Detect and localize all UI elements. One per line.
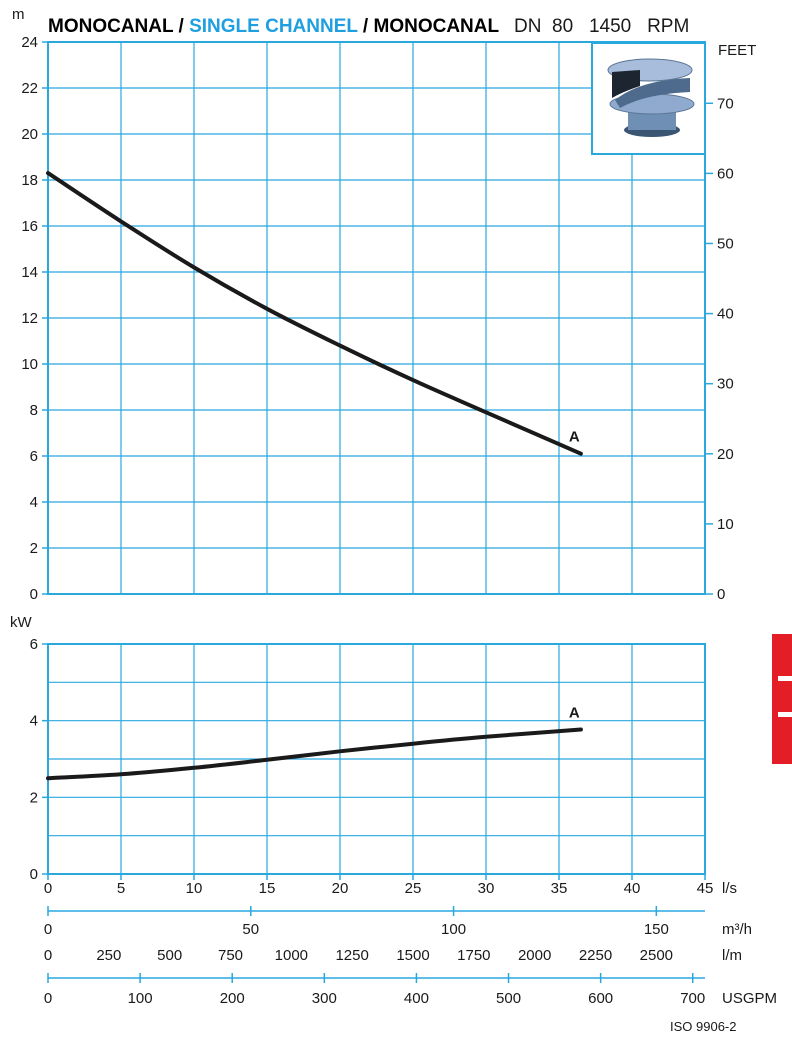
brand-tab-mark-2 <box>778 712 792 717</box>
head-tick-label: 20 <box>21 126 38 143</box>
feet-tick-label: 70 <box>717 95 734 112</box>
head-tick-label: 14 <box>21 264 38 281</box>
head-tick-label: 6 <box>30 448 38 465</box>
flow-tick-label: 100 <box>441 921 466 938</box>
flow-unit-label: l/s <box>722 880 737 897</box>
head-tick-label: 22 <box>21 80 38 97</box>
power-tick-label: 6 <box>30 636 38 653</box>
chart-model: DN 80 1450 RPM <box>514 16 689 37</box>
flow-tick-label: 200 <box>220 990 245 1007</box>
feet-tick-label: 20 <box>717 446 734 463</box>
feet-tick-label: 40 <box>717 306 734 323</box>
flow-tick-label: 30 <box>478 880 495 897</box>
flow-tick-label: 250 <box>96 947 121 964</box>
brand-tab-mark <box>778 676 792 681</box>
flow-tick-label: 35 <box>551 880 568 897</box>
head-tick-label: 8 <box>30 402 38 419</box>
flow-tick-label: 100 <box>128 990 153 1007</box>
flow-tick-label: 2500 <box>640 947 673 964</box>
standard-footer: ISO 9906-2 <box>670 1019 737 1034</box>
flow-tick-label: 750 <box>218 947 243 964</box>
head-tick-label: 24 <box>21 34 38 51</box>
title-part-3: / MONOCANAL <box>358 16 500 37</box>
flow-tick-label: 2000 <box>518 947 551 964</box>
chart-title: MONOCANAL / SINGLE CHANNEL / MONOCANAL <box>48 16 499 37</box>
head-tick-label: 16 <box>21 218 38 235</box>
power-curve-A <box>46 727 583 781</box>
flow-tick-label: 45 <box>697 880 714 897</box>
flow-tick-label: 20 <box>332 880 349 897</box>
flow-tick-label: 2250 <box>579 947 612 964</box>
head-curve-label: A <box>569 429 580 446</box>
title-part-2: SINGLE CHANNEL <box>189 16 358 37</box>
flow-tick-label: 600 <box>588 990 613 1007</box>
flow-tick-label: 1250 <box>335 947 368 964</box>
impeller-dark-channel <box>612 70 640 98</box>
flow-tick-label: 25 <box>405 880 422 897</box>
head-tick-label: 12 <box>21 310 38 327</box>
flow-tick-label: 1000 <box>275 947 308 964</box>
feet-tick-label: 0 <box>717 586 725 603</box>
flow-tick-label: 300 <box>312 990 337 1007</box>
head-tick-label: 0 <box>30 586 38 603</box>
power-tick-label: 4 <box>30 713 38 730</box>
flow-tick-label: 700 <box>680 990 705 1007</box>
flow-tick-label: 15 <box>259 880 276 897</box>
feet-tick-label: 10 <box>717 516 734 533</box>
feet-tick-label: 50 <box>717 235 734 252</box>
power-tick-label: 0 <box>30 866 38 883</box>
power-tick-labels: 0 2 4 6 <box>30 636 48 883</box>
impeller-hub <box>628 112 676 130</box>
head-curve-A <box>46 171 583 456</box>
flow-tick-label: 0 <box>44 880 52 897</box>
brand-tab <box>772 634 792 764</box>
flow-tick-label: 0 <box>44 990 52 1007</box>
head-tick-label: 18 <box>21 172 38 189</box>
flow-tick-label: 10 <box>186 880 203 897</box>
flow-tick-label: 5 <box>117 880 125 897</box>
head-tick-label: 10 <box>21 356 38 373</box>
head-tick-label: 4 <box>30 494 38 511</box>
flow-tick-label: 1500 <box>396 947 429 964</box>
power-unit-label: kW <box>10 614 33 631</box>
feet-tick-labels: 0 10 20 30 40 50 60 70 <box>705 95 734 603</box>
flow-tick-label: 40 <box>624 880 641 897</box>
head-curves: A <box>46 171 583 456</box>
flow-unit-label: USGPM <box>722 990 777 1007</box>
flow-unit-label: l/m <box>722 947 742 964</box>
impeller-vane <box>615 78 690 108</box>
impeller-image <box>591 42 706 155</box>
feet-tick-label: 30 <box>717 376 734 393</box>
flow-tick-label: 150 <box>644 921 669 938</box>
flow-tick-label: 400 <box>404 990 429 1007</box>
power-curve-label: A <box>569 704 580 721</box>
feet-tick-label: 60 <box>717 165 734 182</box>
flow-tick-label: 500 <box>496 990 521 1007</box>
feet-unit-label: FEET <box>718 42 756 59</box>
flow-tick-label: 50 <box>242 921 259 938</box>
title-part-1: MONOCANAL / <box>48 16 189 37</box>
flow-tick-label: 0 <box>44 947 52 964</box>
power-chart-grid <box>47 643 706 875</box>
flow-axes: 0 5 10 15 20 25 30 35 40 45 l/s 0 50 100 150 m³/h 0 250 50… <box>44 874 777 1007</box>
power-tick-label: 2 <box>30 789 38 806</box>
head-unit-label: m <box>12 6 25 23</box>
flow-unit-label: m³/h <box>722 921 752 938</box>
flow-tick-label: 1750 <box>457 947 490 964</box>
flow-tick-label: 0 <box>44 921 52 938</box>
head-tick-label: 2 <box>30 540 38 557</box>
power-curves: A <box>46 704 583 781</box>
flow-tick-label: 500 <box>157 947 182 964</box>
